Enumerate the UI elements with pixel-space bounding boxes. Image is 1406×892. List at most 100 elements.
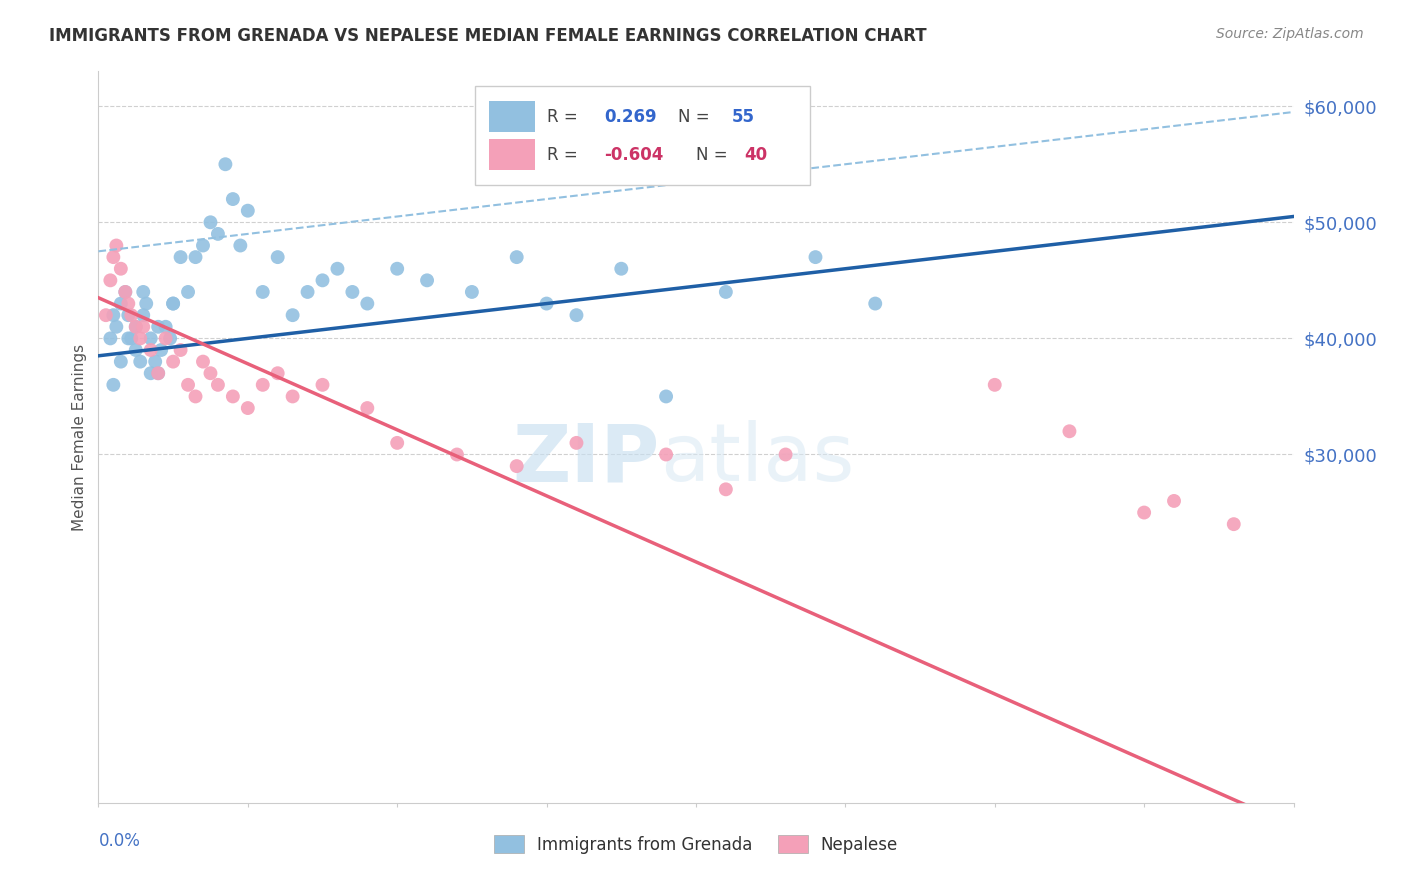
Text: N =: N = [696, 145, 727, 164]
Text: R =: R = [547, 145, 578, 164]
Point [132, 319, 155, 334]
FancyBboxPatch shape [489, 102, 534, 132]
Point [252, 377, 274, 392]
Point [565, 436, 588, 450]
Point [342, 285, 364, 299]
Point [103, 308, 125, 322]
Y-axis label: Median Female Earnings: Median Female Earnings [72, 343, 87, 531]
Point [804, 250, 827, 264]
Point [252, 285, 274, 299]
Point [506, 459, 529, 474]
Text: R =: R = [547, 108, 578, 126]
Point [132, 308, 155, 322]
Point [125, 343, 148, 357]
Text: ZIP: ZIP [513, 420, 661, 498]
Point [281, 308, 304, 322]
Text: -0.604: -0.604 [605, 145, 664, 164]
Text: IMMIGRANTS FROM GRENADA VS NEPALESE MEDIAN FEMALE EARNINGS CORRELATION CHART: IMMIGRANTS FROM GRENADA VS NEPALESE MEDI… [49, 27, 927, 45]
Point [385, 261, 409, 276]
Point [120, 308, 142, 322]
Point [139, 366, 162, 380]
Point [105, 238, 128, 252]
Text: 0.269: 0.269 [605, 108, 657, 126]
Point [1133, 506, 1156, 520]
Point [114, 285, 136, 299]
Point [110, 296, 132, 310]
Point [103, 377, 125, 392]
Point [222, 389, 245, 403]
Point [114, 285, 136, 299]
Point [267, 366, 290, 380]
Point [117, 308, 139, 322]
Point [1059, 424, 1081, 438]
Point [150, 343, 173, 357]
Point [103, 250, 125, 264]
Point [236, 203, 259, 218]
Point [98, 331, 122, 345]
Point [311, 377, 333, 392]
Point [865, 296, 887, 310]
Point [143, 354, 166, 368]
Text: 55: 55 [733, 108, 755, 126]
Point [177, 377, 200, 392]
Point [162, 296, 184, 310]
Point [229, 238, 252, 252]
Point [169, 343, 191, 357]
Point [356, 296, 378, 310]
Point [135, 296, 157, 310]
FancyBboxPatch shape [489, 139, 534, 170]
Point [110, 354, 132, 368]
Point [155, 319, 177, 334]
Point [1163, 494, 1185, 508]
Point [110, 261, 132, 276]
Point [139, 331, 162, 345]
Point [184, 389, 207, 403]
Point [297, 285, 319, 299]
Point [139, 343, 162, 357]
Point [281, 389, 304, 403]
Point [984, 377, 1007, 392]
Text: 0.0%: 0.0% [98, 832, 141, 850]
Point [207, 377, 229, 392]
Point [105, 319, 128, 334]
Point [655, 389, 678, 403]
Legend: Immigrants from Grenada, Nepalese: Immigrants from Grenada, Nepalese [486, 829, 905, 860]
Point [200, 366, 222, 380]
Point [155, 331, 177, 345]
Point [169, 250, 191, 264]
Point [214, 157, 236, 171]
Point [356, 401, 378, 415]
Point [775, 448, 797, 462]
Point [159, 331, 181, 345]
Point [162, 354, 184, 368]
Point [536, 296, 558, 310]
FancyBboxPatch shape [475, 86, 810, 185]
Point [148, 319, 170, 334]
Point [117, 331, 139, 345]
Point [446, 448, 468, 462]
Point [177, 285, 200, 299]
Point [236, 401, 259, 415]
Point [610, 261, 633, 276]
Point [162, 296, 184, 310]
Point [117, 296, 139, 310]
Point [129, 331, 152, 345]
Text: Source: ZipAtlas.com: Source: ZipAtlas.com [1216, 27, 1364, 41]
Text: atlas: atlas [661, 420, 855, 498]
Point [120, 331, 142, 345]
Point [94, 308, 117, 322]
Text: 40: 40 [744, 145, 766, 164]
Point [132, 285, 155, 299]
Point [207, 227, 229, 241]
Point [184, 250, 207, 264]
Point [129, 354, 152, 368]
Point [714, 285, 737, 299]
Point [655, 448, 678, 462]
Point [267, 250, 290, 264]
Point [565, 308, 588, 322]
Point [416, 273, 439, 287]
Point [326, 261, 349, 276]
Point [98, 273, 122, 287]
Point [385, 436, 409, 450]
Text: N =: N = [678, 108, 710, 126]
